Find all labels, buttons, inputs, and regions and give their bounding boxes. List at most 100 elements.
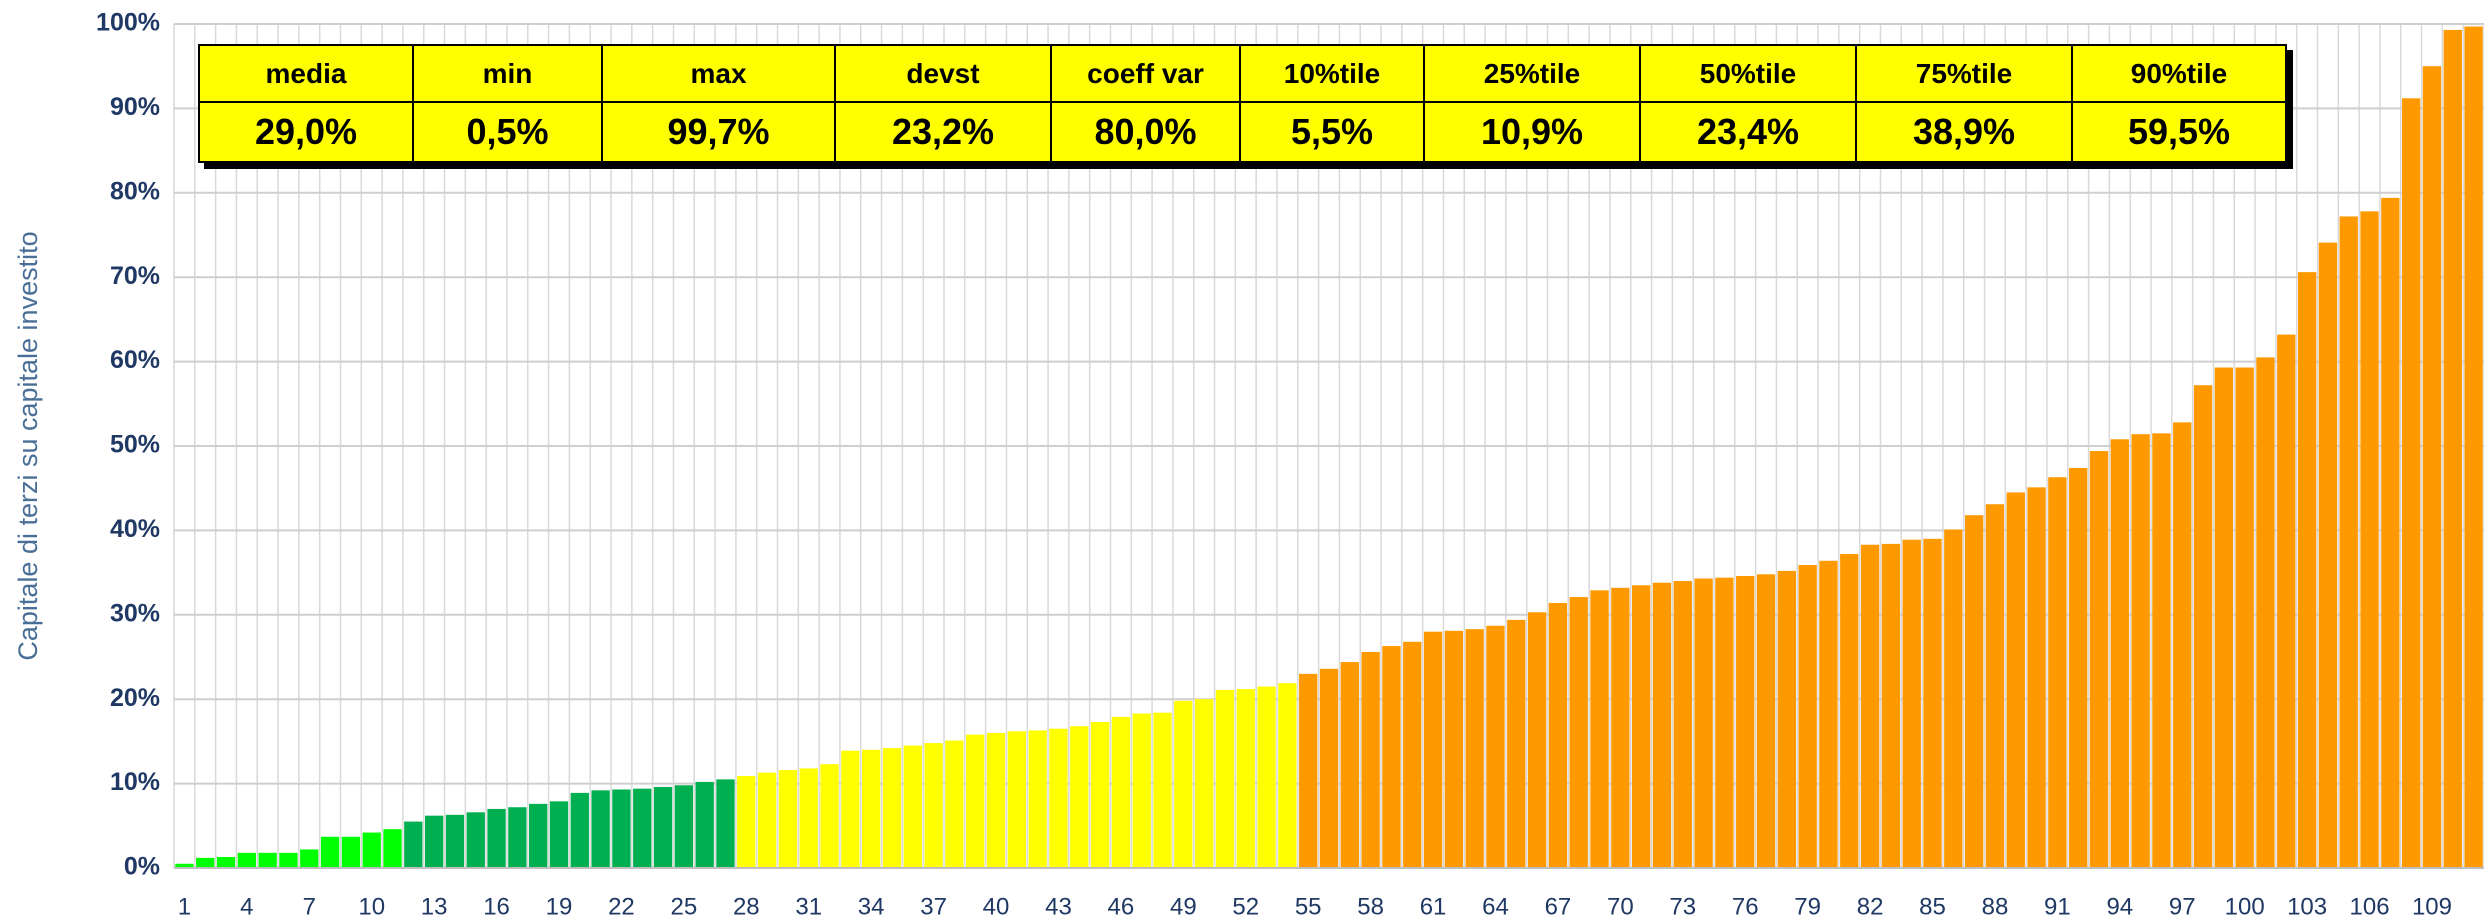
bar [2381,197,2400,868]
bar [1819,560,1838,868]
table-cell: 80,0% [1050,101,1241,163]
bar [2089,451,2109,868]
y-tick-label: 50% [110,431,160,459]
bar [383,829,402,868]
x-tick-label: 97 [2169,893,2196,920]
bar [1153,712,1172,868]
bar [1694,578,1713,868]
x-tick-label: 64 [1482,893,1509,920]
table-cell: max [601,44,836,103]
bar [341,836,361,868]
table-cell: 50%tile [1639,44,1857,103]
bar [633,788,652,868]
bar [653,786,673,868]
bar [2318,242,2338,868]
bar [2422,66,2442,868]
x-tick-label: 70 [1607,893,1634,920]
x-tick-label: 52 [1232,893,1259,920]
bar [674,785,694,868]
bar [445,814,465,868]
bar [2464,26,2483,869]
x-tick-label: 67 [1545,893,1572,920]
bar [1527,612,1547,868]
bar [258,852,277,868]
x-tick-label: 109 [2412,893,2452,920]
bar [716,779,735,868]
bar [196,857,215,868]
y-tick-label: 0% [124,853,160,881]
bar [1964,515,1984,868]
bar [570,792,589,868]
y-tick-label: 70% [110,262,160,290]
table-cell: 5,5% [1239,101,1425,163]
x-tick-label: 73 [1669,893,1696,920]
table-cell: 99,7% [601,101,836,163]
bar [2277,334,2296,868]
bar [424,815,444,868]
x-tick-label: 25 [671,893,698,920]
bar [2069,467,2088,868]
bar [1423,631,1443,868]
table-cell: 10%tile [1239,44,1425,103]
bar [1132,713,1151,868]
bar [737,776,756,868]
x-tick-label: 82 [1857,893,1884,920]
bar [1548,602,1568,868]
bar [549,801,569,868]
x-tick-label: 13 [421,893,448,920]
x-tick-label: 7 [303,893,316,920]
bar [279,852,298,868]
bar [1111,716,1131,868]
y-tick-label: 80% [110,177,160,205]
bar [2006,492,2025,868]
bar [1652,582,1672,868]
table-cell: devst [834,44,1052,103]
bar [966,734,985,868]
bar [1840,554,1859,868]
y-tick-label: 40% [110,515,160,543]
bar [2214,367,2234,868]
y-tick-label: 30% [110,599,160,627]
bar [591,790,610,868]
bar [1715,577,1734,868]
y-tick-label: 10% [110,768,160,796]
bar [2173,422,2192,868]
bar [1236,689,1255,868]
bar [945,740,964,868]
bar [986,732,1006,868]
bar [778,770,798,868]
bar [237,852,256,868]
table-cell: 0,5% [412,101,603,163]
bar [1319,668,1339,868]
x-tick-label: 43 [1045,893,1072,920]
value-row: 29,0% 0,5% 99,7% 23,2% 80,0% 5,5% 10,9% 23,4% 38… [198,101,2287,163]
bar [1049,728,1068,868]
bar [1403,641,1422,868]
bar [216,857,236,868]
header-row: media min max devst coeff var 10%tile 25%tile 5… [198,44,2287,103]
bar [2193,385,2213,868]
bar [1382,646,1401,868]
bar [882,748,902,868]
bar [300,849,319,868]
bar [695,781,714,868]
bar [1756,574,1776,868]
table-cell: 23,2% [834,101,1052,163]
bar [1340,662,1359,868]
bar [2110,439,2129,868]
table-cell: 10,9% [1423,101,1641,163]
bar [799,768,818,868]
bar [1798,565,1817,868]
bar [1278,683,1297,868]
bar [1569,597,1588,868]
bar [1881,543,1901,868]
bar [862,749,881,868]
bar [1257,686,1276,868]
x-tick-label: 49 [1170,893,1197,920]
bar [1486,625,1505,868]
x-tick-label: 19 [546,893,573,920]
bar [1944,529,1963,868]
bar [2027,487,2046,868]
bar [508,807,527,868]
